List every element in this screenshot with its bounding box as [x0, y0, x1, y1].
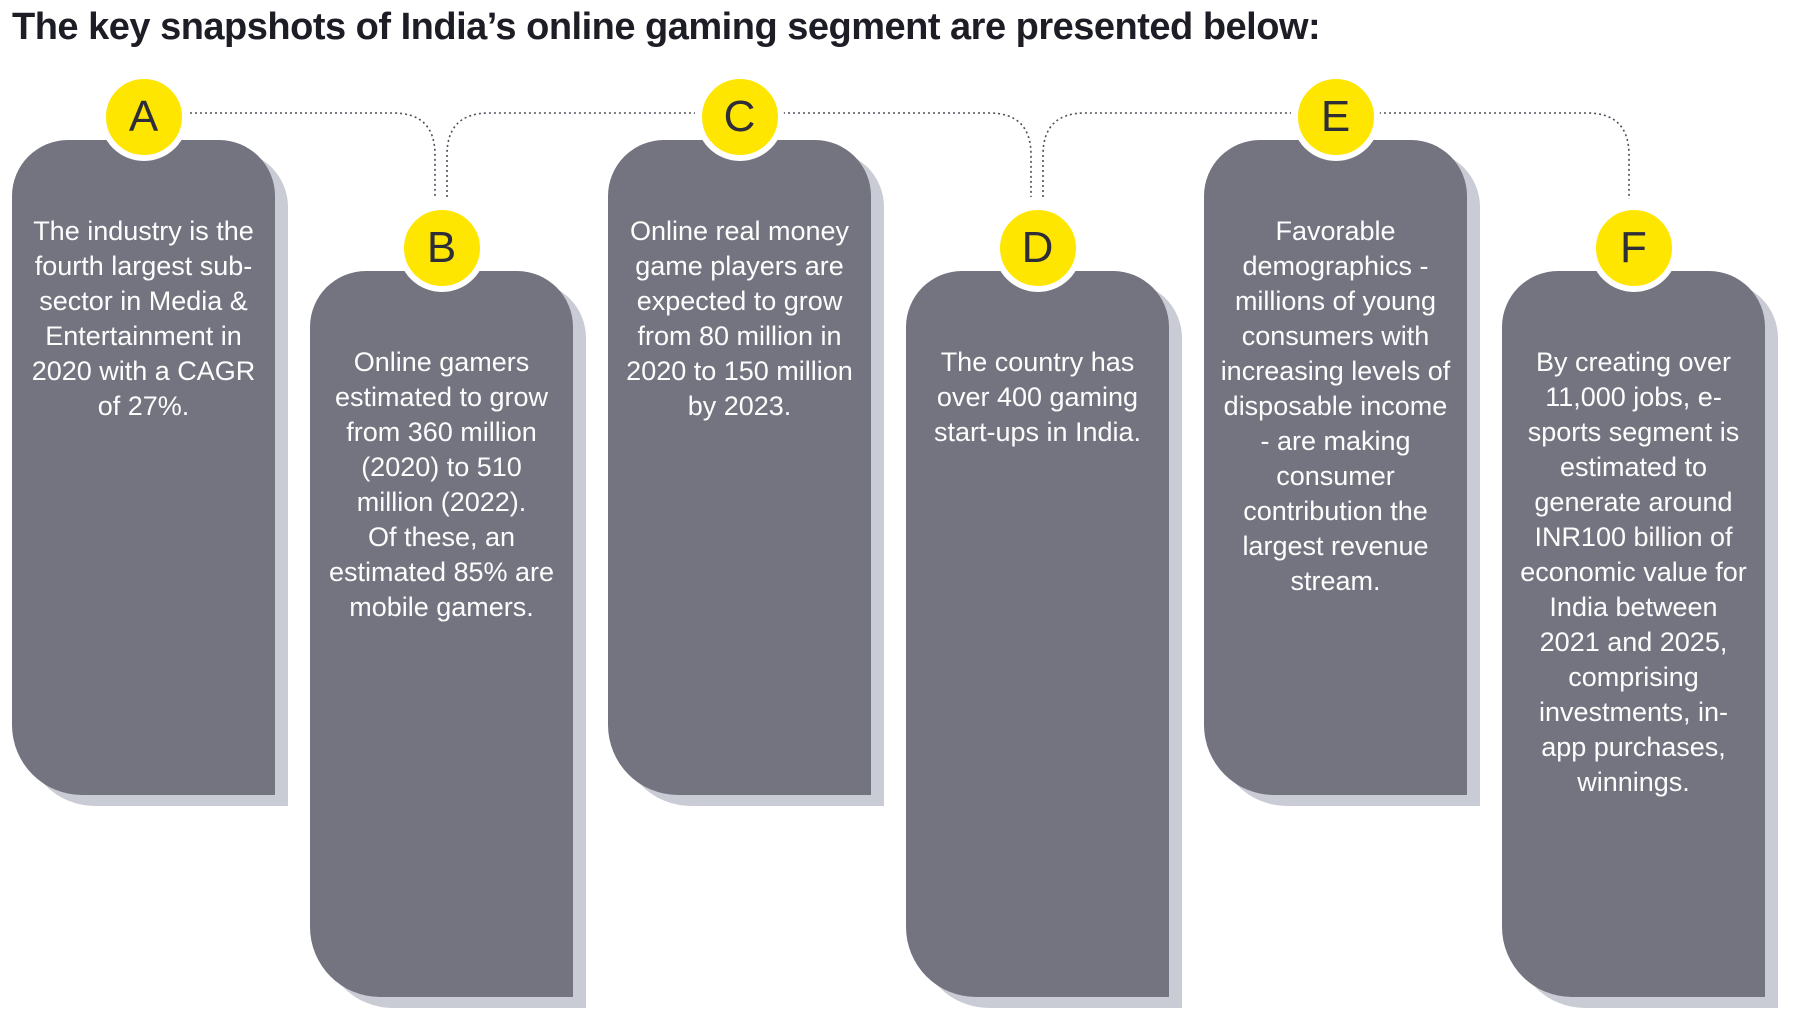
card-c-text: Online real money game players are expec…: [626, 216, 853, 421]
snapshot-card-f: F By creating over 11,000 jobs, e-sports…: [1502, 204, 1765, 997]
connector-c-to-d: [783, 112, 1032, 197]
page-title: The key snapshots of India’s online gami…: [12, 6, 1321, 48]
card-f-text: By creating over 11,000 jobs, e-sports s…: [1520, 347, 1747, 797]
connector-b-to-c: [446, 112, 695, 197]
badge-f: F: [1589, 204, 1678, 292]
snapshot-card-b: B Online gamers estimated to grow from 3…: [310, 204, 573, 997]
badge-d: D: [993, 204, 1082, 292]
snapshot-card-d: D The country has over 400 gaming start-…: [906, 204, 1169, 997]
card-e-text: Favorable demographics - millions of you…: [1220, 216, 1451, 596]
card-d-text: The country has over 400 gaming start-up…: [933, 347, 1142, 447]
card-a-text: The industry is the fourth largest sub-s…: [31, 216, 256, 421]
badge-c: C: [695, 73, 784, 161]
badge-b: B: [397, 204, 486, 292]
snapshot-card-a: A The industry is the fourth largest sub…: [12, 73, 275, 795]
badge-a: A: [99, 73, 188, 161]
snapshot-card-c: C Online real money game players are exp…: [608, 73, 871, 795]
card-b-text: Online gamers estimated to grow from 360…: [328, 347, 555, 622]
snapshot-card-e: E Favorable demographics - millions of y…: [1204, 73, 1467, 795]
connector-d-to-e: [1042, 112, 1291, 197]
badge-e: E: [1291, 73, 1380, 161]
